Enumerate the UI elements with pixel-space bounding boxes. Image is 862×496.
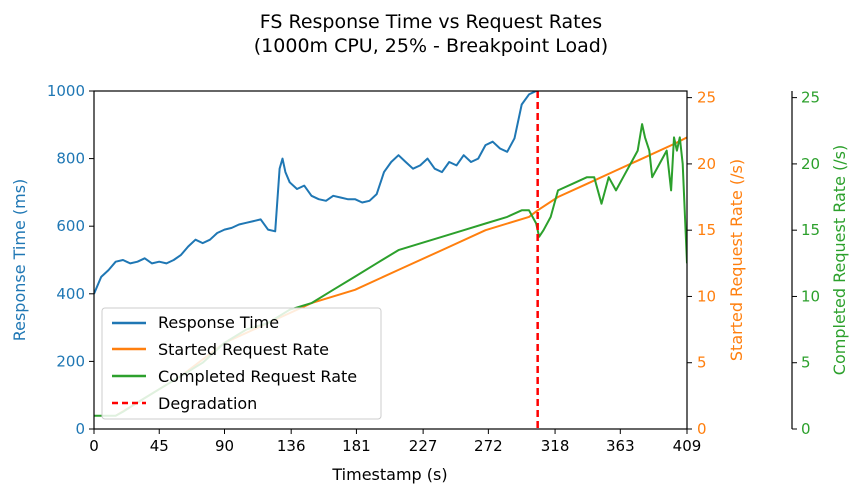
x-tick-label: 90 bbox=[215, 437, 234, 455]
x-tick-label: 227 bbox=[409, 437, 438, 455]
y-right-started-tick-label: 25 bbox=[697, 89, 716, 107]
x-tick-label: 272 bbox=[474, 437, 503, 455]
x-tick-label: 45 bbox=[150, 437, 169, 455]
x-tick-label: 363 bbox=[606, 437, 635, 455]
y-right-completed-tick-label: 5 bbox=[801, 354, 811, 372]
legend: Response Time Started Request Rate Compl… bbox=[101, 307, 382, 420]
y-right-started-tick-label: 20 bbox=[697, 155, 716, 173]
x-axis-label: Timestamp (s) bbox=[331, 465, 447, 484]
chart-title: FS Response Time vs Request Rates bbox=[260, 11, 602, 33]
y-axis-right-completed-label: Completed Request Rate (/s) bbox=[830, 145, 849, 375]
plot-frame bbox=[93, 90, 688, 430]
legend-box bbox=[101, 307, 382, 420]
y-left-tick-label: 600 bbox=[56, 217, 85, 235]
y-left-tick-label: 1000 bbox=[47, 82, 85, 100]
y-axis-left-label: Response Time (ms) bbox=[10, 179, 29, 342]
legend-label-completed-rate: Completed Request Rate bbox=[158, 367, 357, 386]
y-left-tick-label: 200 bbox=[56, 352, 85, 370]
y-left-tick-label: 400 bbox=[56, 285, 85, 303]
series-response-time-line bbox=[94, 91, 537, 295]
x-tick-label: 409 bbox=[673, 437, 702, 455]
x-tick-label: 0 bbox=[89, 437, 99, 455]
legend-label-started-rate: Started Request Rate bbox=[158, 340, 329, 359]
x-tick-label: 318 bbox=[541, 437, 570, 455]
x-tick-label: 136 bbox=[277, 437, 306, 455]
y-right-started-tick-label: 5 bbox=[697, 354, 707, 372]
y-right-started-tick-label: 10 bbox=[697, 287, 716, 305]
y-right-started-tick-label: 0 bbox=[697, 420, 707, 438]
y-right-completed-tick-label: 15 bbox=[801, 221, 820, 239]
y-right-started-tick-label: 15 bbox=[697, 221, 716, 239]
y-left-tick-label: 800 bbox=[56, 150, 85, 168]
legend-label-response-time: Response Time bbox=[158, 313, 279, 332]
chart-subtitle: (1000m CPU, 25% - Breakpoint Load) bbox=[254, 35, 608, 57]
legend-label-degradation: Degradation bbox=[158, 394, 257, 413]
y-right-completed-tick-label: 20 bbox=[801, 155, 820, 173]
y-axis-right-started-label: Started Request Rate (/s) bbox=[727, 159, 746, 361]
x-tick-label: 181 bbox=[342, 437, 371, 455]
y-right-completed-tick-label: 10 bbox=[801, 287, 820, 305]
y-right-completed-tick-label: 0 bbox=[801, 420, 811, 438]
y-left-tick-label: 0 bbox=[75, 420, 85, 438]
y-right-completed-tick-label: 25 bbox=[801, 89, 820, 107]
